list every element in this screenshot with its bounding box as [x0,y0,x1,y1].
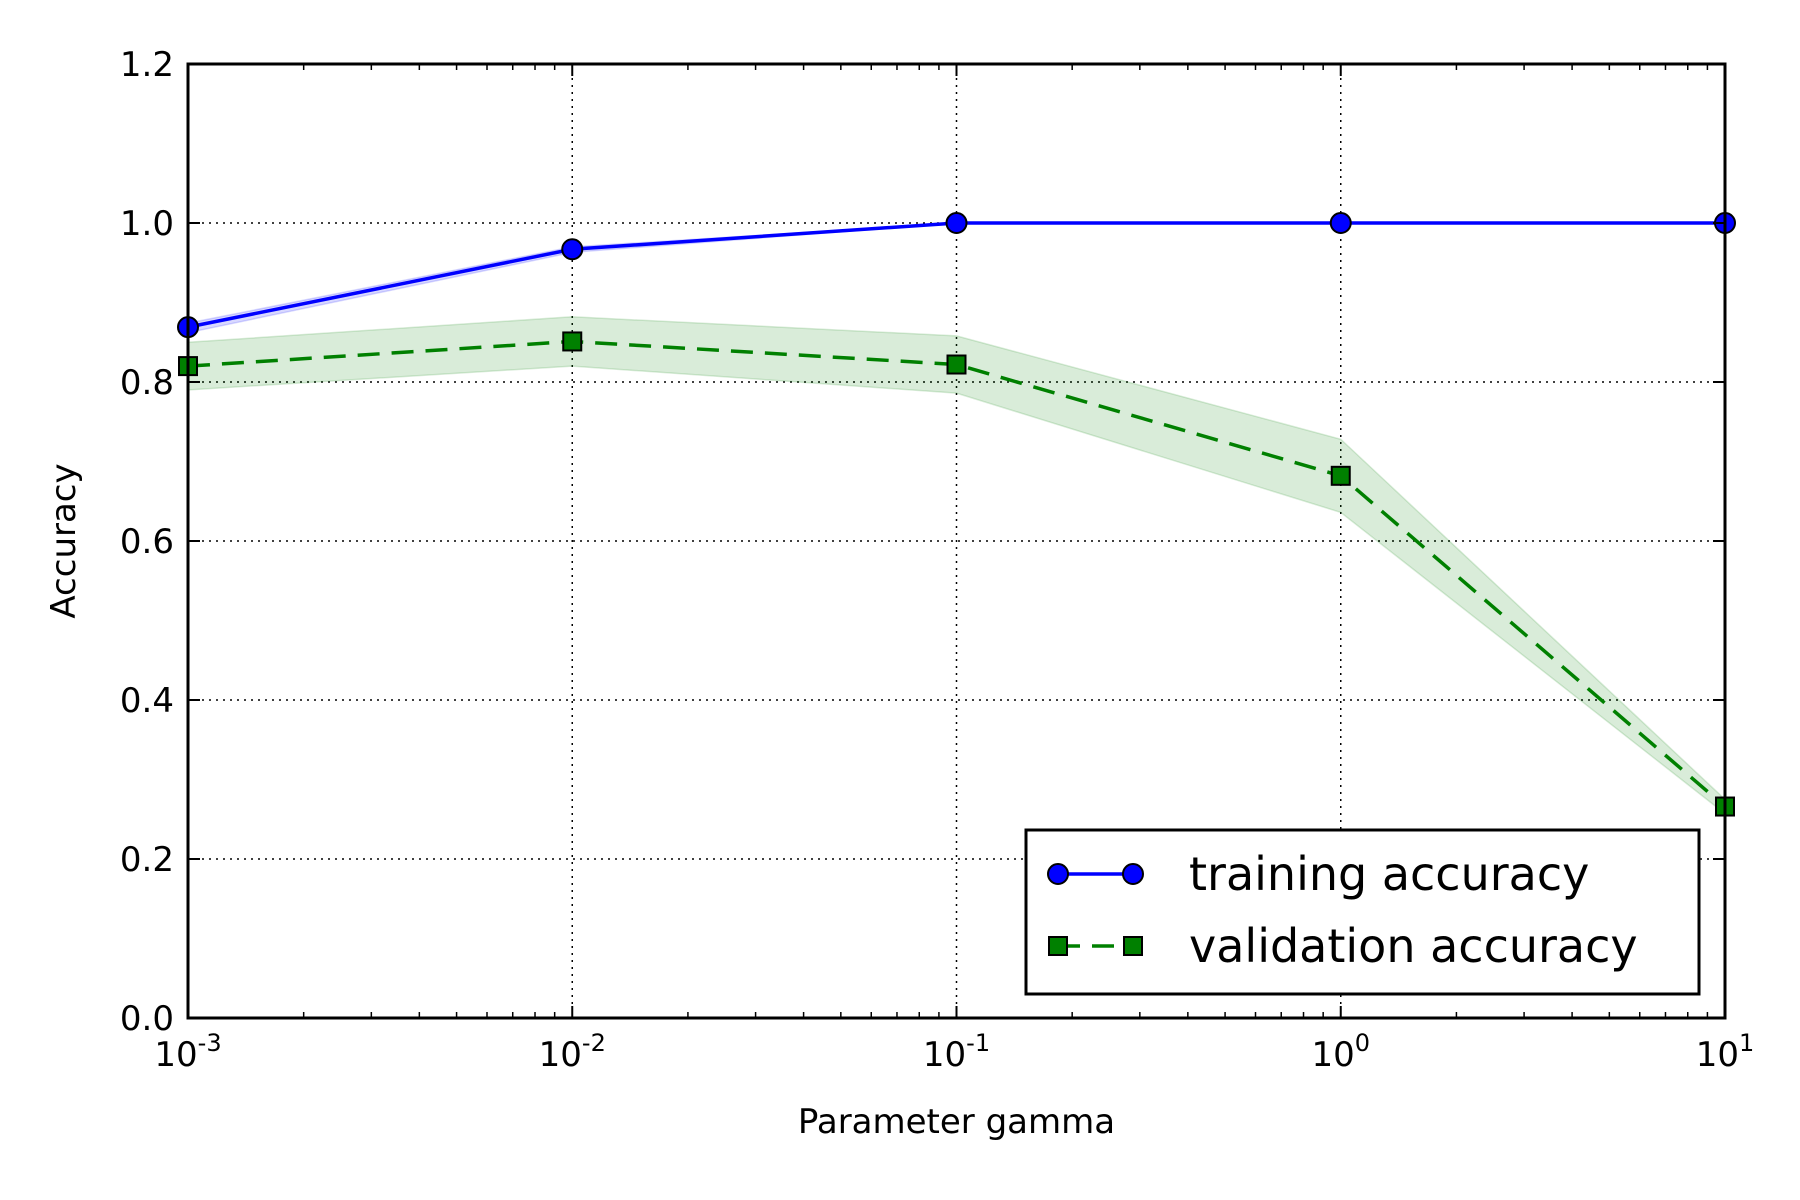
data-point [1329,212,1352,234]
x-tick-label: 100 [1311,1029,1370,1075]
axis-ticks [187,63,1726,1019]
x-tick-label: 10-1 [923,1029,990,1075]
x-tick-label-exponent: -3 [198,1029,222,1057]
x-tick-label-base: 10 [1696,1035,1739,1075]
y-tick-label: 0.4 [120,681,174,721]
y-tick-label: 0.0 [120,999,174,1039]
legend-entries: training accuracy validation accuracy [1047,847,1638,973]
legend-entry: training accuracy [1047,847,1589,901]
legend-marker [1047,863,1069,885]
grid [188,64,1725,1018]
legend-marker [1123,936,1143,956]
x-tick-label-exponent: -1 [966,1029,990,1057]
data-point [562,331,583,352]
x-tick-label-base: 10 [923,1035,966,1075]
x-tick-label: 10-3 [154,1029,221,1075]
y-tick-label: 1.0 [120,204,174,244]
legend-box [1024,828,1701,996]
legend-label: training accuracy [1189,847,1589,901]
x-tick-label: 101 [1696,1029,1755,1075]
legend-entry: validation accuracy [1048,919,1638,973]
y-tick-label: 0.2 [120,840,174,880]
x-tick-label-base: 10 [539,1035,582,1075]
x-tick-label: 10-2 [539,1029,606,1075]
y-tick-label: 0.8 [120,363,174,403]
x-tick-label-base: 10 [154,1035,197,1075]
x-tick-label-exponent: 0 [1355,1029,1370,1057]
data-point [946,354,967,375]
data-point [945,212,968,234]
y-tick-label: 1.2 [120,45,174,85]
series-training-accuracy [177,212,1736,339]
x-tick-label-exponent: 1 [1739,1029,1754,1057]
legend-label: validation accuracy [1189,919,1638,973]
data-point [1330,465,1351,486]
tick-labels: 0.00.20.40.60.81.01.210-3 10-2 10-1 100 101 [120,45,1754,1075]
x-tick-label-exponent: -2 [582,1029,606,1057]
x-axis-label: Parameter gamma [798,1102,1115,1142]
data-point [561,238,584,261]
legend-marker [1048,936,1068,956]
legend: training accuracy validation accuracy [1024,828,1701,996]
legend-marker [1122,863,1144,885]
y-axis-label: Accuracy [44,463,84,618]
y-tick-label: 0.6 [120,522,174,562]
x-tick-label-base: 10 [1311,1035,1354,1075]
